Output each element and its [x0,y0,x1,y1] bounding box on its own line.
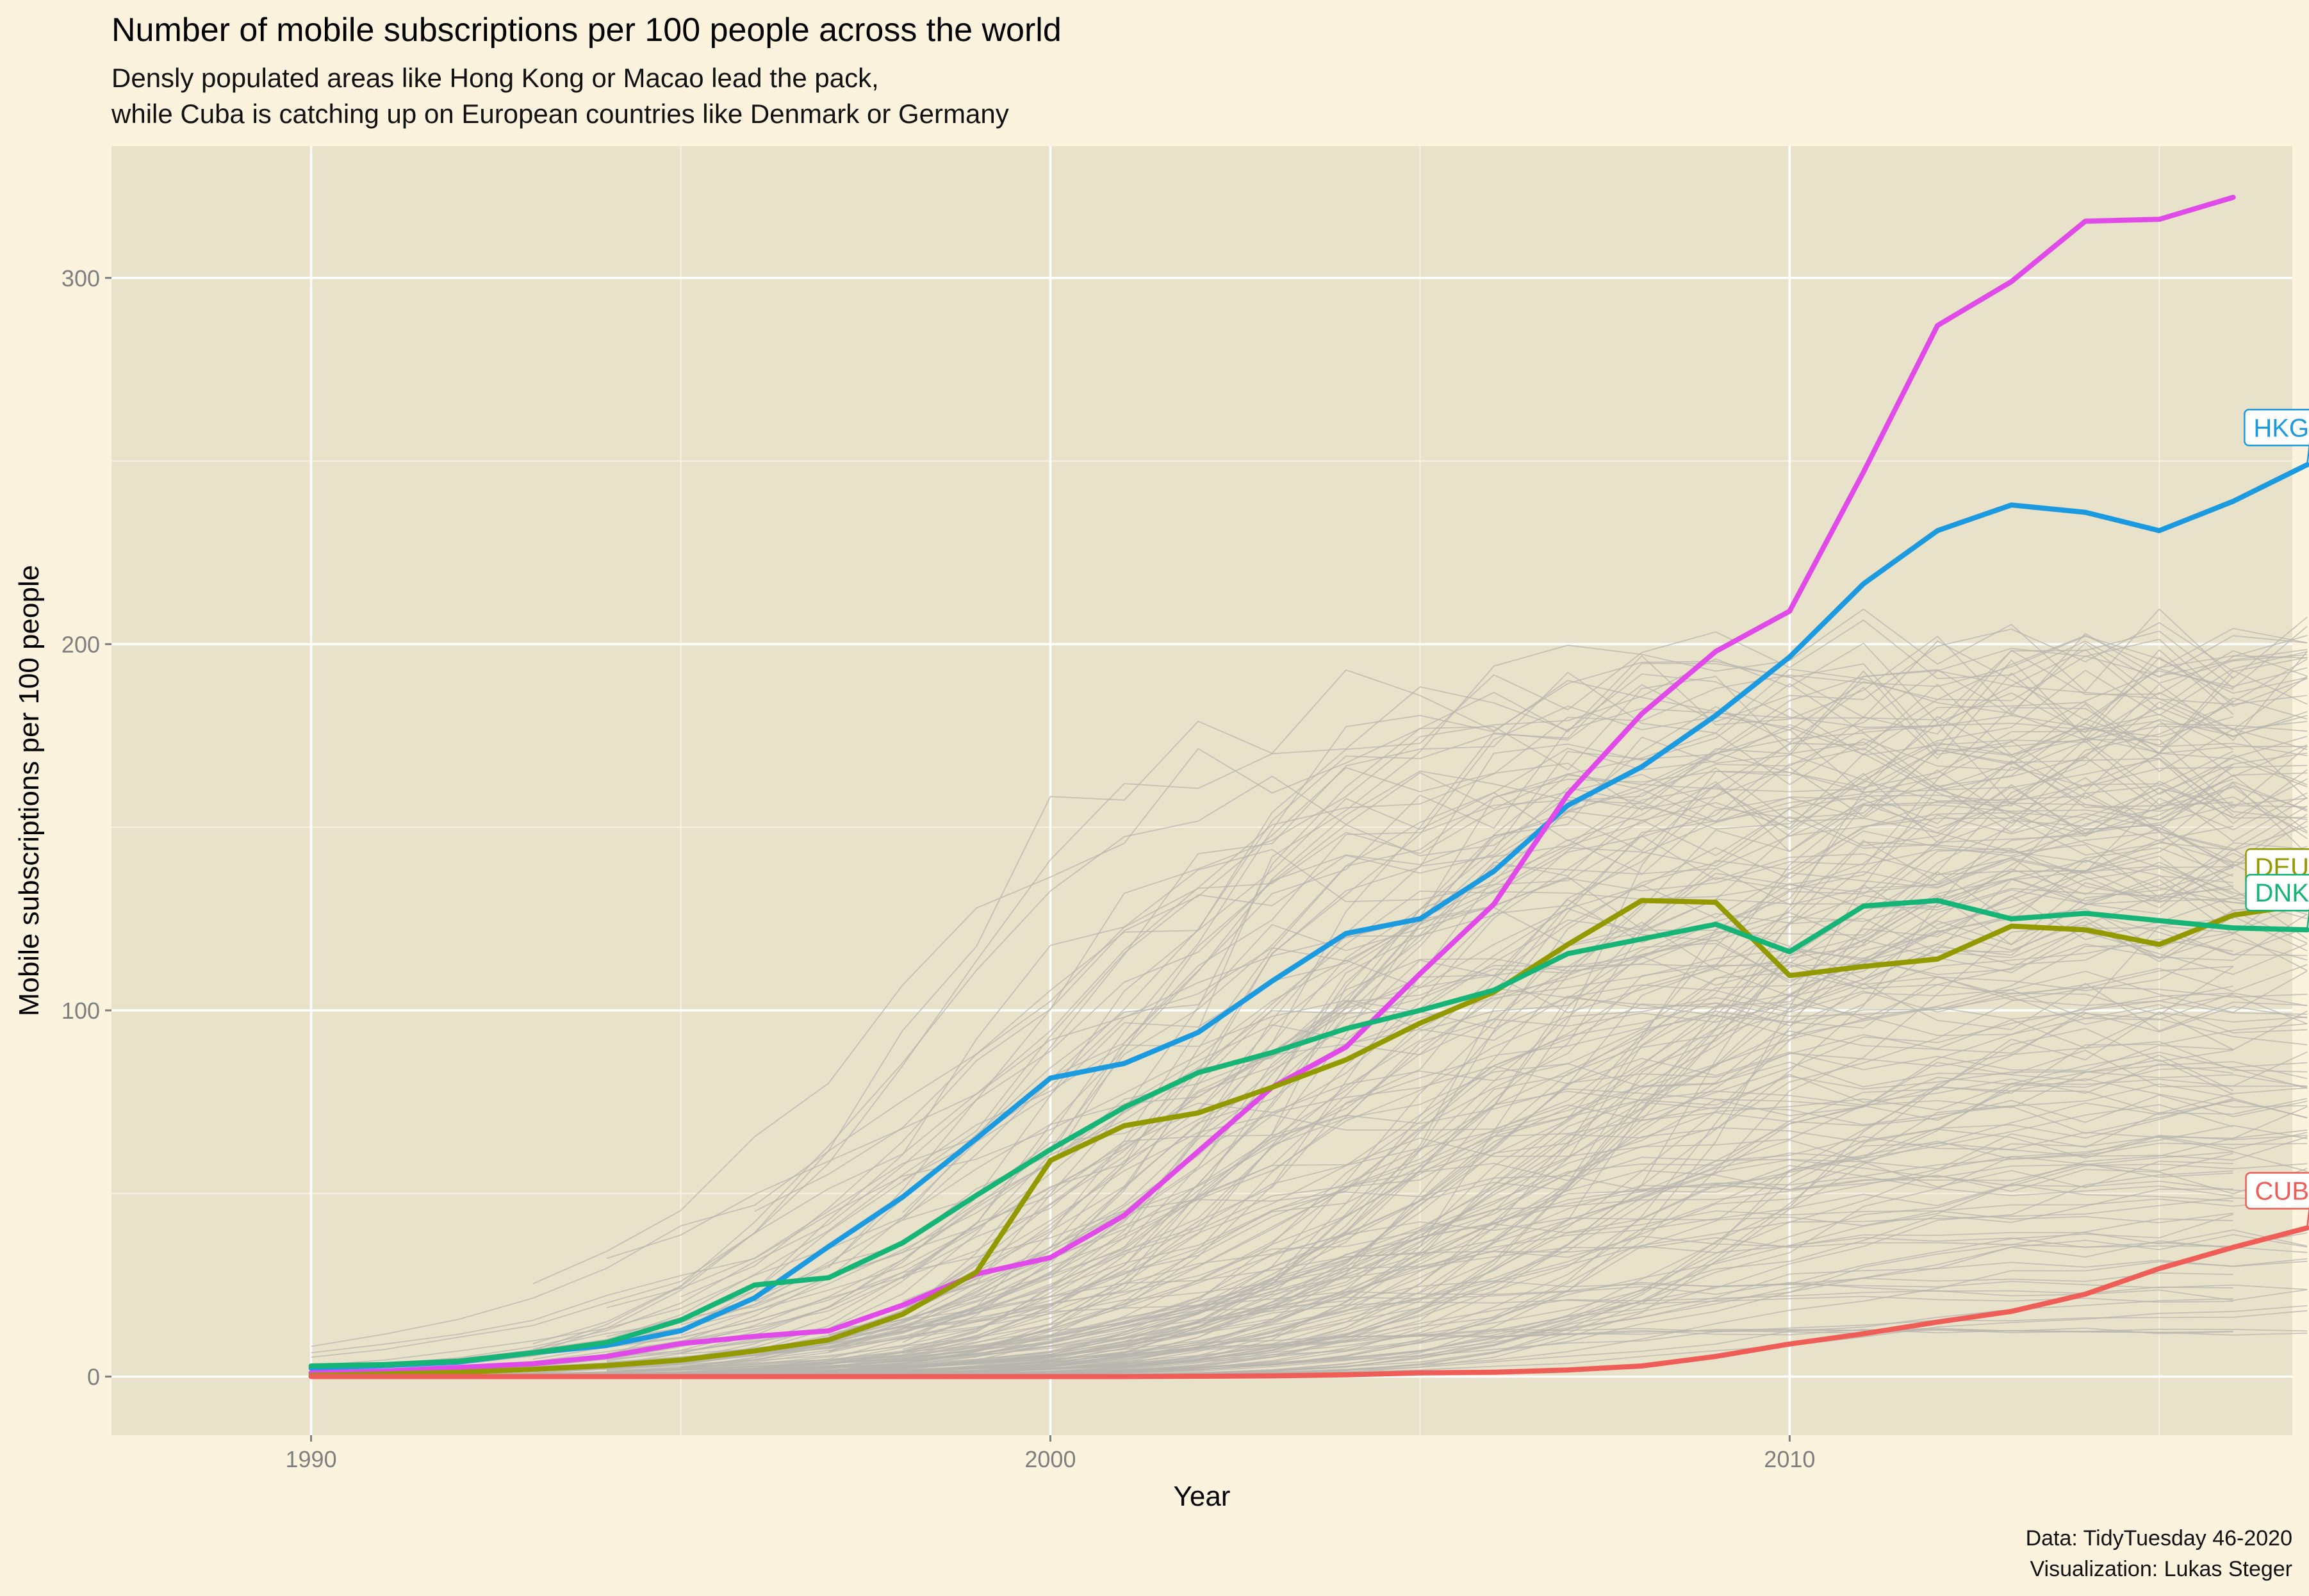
series-label-box [2245,873,2309,912]
background-country-line [311,739,2308,1347]
background-country-line [754,855,2308,1372]
series-label-box [2244,409,2309,447]
x-axis-title: Year [1174,1481,1231,1512]
series-lines [308,195,2309,1379]
background-country-line [680,873,2234,1370]
background-country-line [607,1229,2308,1367]
background-country-line [311,635,2308,1374]
x-tick-label: 2000 [1024,1446,1076,1472]
background-country-line [606,887,2308,1259]
background-country-line [532,878,2308,1350]
x-tick-label: 1990 [286,1446,337,1472]
background-country-line [680,932,2308,1367]
background-country-line [311,1003,2308,1376]
background-country-line [311,976,2308,1378]
background-country-line [754,658,2308,1351]
background-country-line [828,1071,2308,1373]
series-line-cub [308,1225,2309,1379]
series-label-cub: CUB [2245,1172,2309,1228]
background-country-line [311,875,2308,1377]
background-country-line [680,1163,2308,1360]
background-country-line [311,636,2308,1358]
background-country-line [828,1153,2233,1349]
chart-title: Number of mobile subscriptions per 100 p… [111,12,1062,49]
background-country-line [607,703,2308,1377]
background-country-line [828,814,2308,1372]
series-line-deu [308,898,2309,1378]
series-label-leader [2306,907,2309,930]
caption-line-1: Data: TidyTuesday 46-2020 [2026,1526,2292,1551]
x-axis-ticks: 1990 2000 2010 [286,1435,1815,1472]
chart-subtitle-line-1: Densly populated areas like Hong Kong or… [111,63,879,93]
background-country-line [902,857,2308,1213]
background-country-line [311,932,2308,1376]
background-country-line [607,914,2308,1363]
series-label-dnk: DNK [2245,873,2309,930]
y-tick-label: 100 [62,998,100,1024]
background-country-line [606,774,2308,1354]
series-line-hkg [308,462,2309,1371]
y-tick-label: 300 [62,265,100,292]
background-country-line [680,859,2308,1353]
series-label-leader [2306,442,2309,465]
background-country-line [532,636,2308,1285]
series-label-text: HKG [2253,414,2309,442]
series-label-hkg: HKG [2244,409,2309,465]
series-label-text: DNK [2255,879,2309,907]
background-country-line [532,748,2308,1345]
background-country-line [532,657,2234,1354]
grid-minor [111,146,2292,1435]
series-label-box [2245,1172,2309,1210]
chart-subtitle-line-2: while Cuba is catching up on European co… [111,99,1009,129]
background-country-line [902,625,2308,1181]
background-country-line [607,1104,2233,1371]
series-label-text: CUB [2255,1177,2309,1205]
background-country-line [311,673,2308,1373]
series-line-dnk [308,898,2309,1369]
background-country-line [532,627,2308,1372]
background-country-line [311,718,2308,1370]
background-country-line [754,797,2308,1372]
caption-line-2: Visualization: Lukas Steger [2030,1557,2292,1581]
background-country-line [680,782,2308,1377]
background-country-line [902,713,2234,1365]
background-country-line [607,648,2308,1369]
background-country-line [902,1041,2308,1221]
background-country-line [606,752,2308,1362]
background-country-line [311,957,2308,1367]
background-country-line [607,1232,2308,1375]
background-country-line [311,1237,2308,1373]
x-tick-label: 2010 [1764,1446,1815,1472]
series-label-leader [2306,1205,2309,1228]
background-country-line [532,619,2308,1370]
background-country-line [311,1272,2233,1377]
background-country-line [754,754,2234,1377]
y-tick-label: 0 [87,1364,100,1390]
plot-panel [111,146,2292,1435]
y-axis-title: Mobile subscriptions per 100 people [13,565,45,1016]
background-country-line [680,640,2233,1326]
background-country-line [902,907,2308,1340]
background-country-line [754,763,2234,1357]
y-axis-ticks: 0 100 200 300 [62,265,111,1390]
background-country-line [828,741,2233,1269]
background-country-line [311,939,2308,1371]
background-country-line [607,972,2308,1373]
background-country-line [311,824,2234,1376]
background-country-line [311,983,2308,1374]
background-country-line [902,786,2308,1350]
y-tick-label: 200 [62,631,100,657]
background-country-line [828,667,2308,1353]
